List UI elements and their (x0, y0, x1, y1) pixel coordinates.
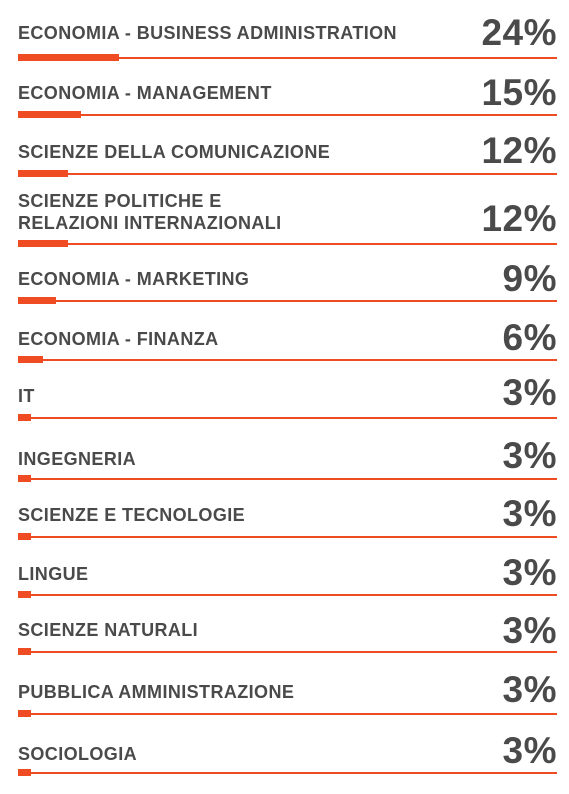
bar (18, 533, 31, 540)
value-label: 15% (481, 72, 557, 113)
bar (18, 297, 56, 304)
value-label: 3% (502, 730, 557, 771)
value-label: 9% (502, 258, 557, 299)
bar-track (18, 300, 557, 302)
category-label: SCIENZE DELLA COMUNICAZIONE (18, 142, 331, 162)
bar (18, 240, 69, 247)
bar-track (18, 243, 557, 245)
bar-track (18, 478, 557, 480)
bar (18, 170, 69, 177)
bar-track (18, 536, 557, 538)
bar (18, 769, 31, 776)
value-label: 3% (502, 610, 557, 651)
category-label: ECONOMIA - BUSINESS ADMINISTRATION (18, 23, 397, 43)
bar (18, 475, 31, 482)
bar-track (18, 713, 557, 715)
value-label: 12% (481, 130, 557, 171)
category-label: IT (18, 386, 35, 406)
bar-track (18, 173, 557, 175)
bar (18, 648, 31, 655)
category-label: SOCIOLOGIA (18, 744, 138, 764)
category-label: SCIENZE E TECNOLOGIE (18, 505, 246, 525)
bar (18, 710, 31, 717)
value-label: 6% (502, 317, 557, 358)
bar-track (18, 417, 557, 419)
bar (18, 414, 31, 421)
value-label: 3% (502, 552, 557, 593)
bar-track (18, 772, 557, 774)
value-label: 3% (502, 435, 557, 476)
category-label: LINGUE (18, 564, 89, 584)
bar-track (18, 57, 557, 59)
bar-track (18, 651, 557, 653)
category-label: INGEGNERIA (18, 449, 137, 469)
value-label: 3% (502, 669, 557, 710)
category-label: ECONOMIA - MANAGEMENT (18, 83, 272, 103)
value-label: 3% (502, 372, 557, 413)
bar (18, 591, 31, 598)
category-label: ECONOMIA - FINANZA (18, 329, 219, 349)
category-label: PUBBLICA AMMINISTRAZIONE (18, 682, 295, 702)
value-label: 12% (481, 198, 557, 239)
category-label: SCIENZE POLITICHE E RELAZIONI INTERNAZIO… (18, 191, 282, 233)
bar (18, 111, 81, 118)
value-label: 3% (502, 493, 557, 534)
category-label: SCIENZE NATURALI (18, 620, 199, 640)
bar-track (18, 114, 557, 116)
bar (18, 356, 44, 363)
bar (18, 54, 119, 61)
value-label: 24% (481, 12, 557, 53)
bar-track (18, 359, 557, 361)
bar-track (18, 594, 557, 596)
category-label: ECONOMIA - MARKETING (18, 269, 250, 289)
